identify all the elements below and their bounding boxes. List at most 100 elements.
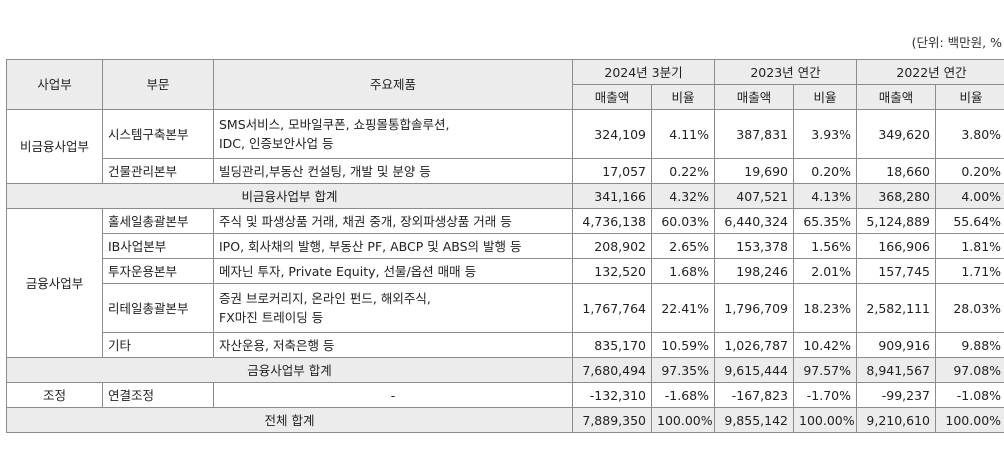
sales-2022: 349,620 [856,109,937,159]
department-cell: 기타 [102,332,214,358]
subtotal-label: 금융사업부 합계 [6,357,573,383]
department-cell: IB사업본부 [102,233,214,259]
ratio-2023: 4.13% [792,183,858,209]
products-cell: - [213,382,573,408]
header-sales-2023: 매출액 [714,84,794,110]
products-line: SMS서비스, 모바일쿠폰, 쇼핑몰통합솔루션, [219,117,450,132]
ratio-2023: 10.42% [792,332,858,358]
sales-2024: 132,520 [572,258,652,284]
total-label: 전체 합계 [6,407,573,433]
products-cell: IPO, 회사채의 발행, 부동산 PF, ABCP 및 ABS의 발행 등 [213,233,573,259]
header-products: 주요제품 [213,59,573,110]
division-nonfinancial: 비금융사업부 [6,109,103,184]
ratio-2022: 1.71% [935,258,1004,284]
sales-2022: 18,660 [856,158,937,184]
sales-2022: 909,916 [856,332,937,358]
sales-2024: 17,057 [572,158,652,184]
header-ratio-2023: 비율 [792,84,858,110]
ratio-2022: 55.64% [935,208,1004,234]
ratio-2023: 18.23% [792,283,858,333]
sales-2023: 6,440,324 [714,208,794,234]
department-cell: 시스템구축본부 [102,109,214,159]
ratio-2023: 97.57% [792,357,858,383]
ratio-2024: 10.59% [651,332,715,358]
header-sales-2022: 매출액 [856,84,937,110]
header-period-2022: 2022년 연간 [856,59,1004,85]
total-row: 전체 합계 7,889,350 100.00% 9,855,142 100.00… [6,407,1004,433]
header-sales-2024: 매출액 [572,84,652,110]
sales-2024: 4,736,138 [572,208,652,234]
sales-2023: 153,378 [714,233,794,259]
sales-2024: 341,166 [572,183,652,209]
header-period-2024: 2024년 3분기 [572,59,715,85]
header-row-2: 매출액 비율 매출액 비율 매출액 비율 [7,84,1004,110]
sales-2024: 208,902 [572,233,652,259]
ratio-2022: -1.08% [935,382,1004,408]
ratio-2024: 100.00% [651,407,715,433]
ratio-2023: 1.56% [792,233,858,259]
unit-note: (단위: 백만원, % [911,35,1002,50]
ratio-2023: -1.70% [792,382,858,408]
products-cell: 자산운용, 저축은행 등 [213,332,573,358]
sales-2024: 7,680,494 [572,357,652,383]
subtotal-row: 금융사업부 합계 7,680,494 97.35% 9,615,444 97.5… [6,357,1004,383]
department-cell: 연결조정 [102,382,214,408]
sales-2022: 9,210,610 [856,407,937,433]
subtotal-row: 비금융사업부 합계 341,166 4.32% 407,521 4.13% 36… [6,183,1004,209]
sales-2023: 198,246 [714,258,794,284]
sales-2022: 368,280 [856,183,937,209]
products-cell: SMS서비스, 모바일쿠폰, 쇼핑몰통합솔루션, IDC, 인증보안사업 등 [213,109,573,159]
sales-2022: 157,745 [856,258,937,284]
sales-2022: -99,237 [856,382,937,408]
header-ratio-2022: 비율 [935,84,1004,110]
header-division: 사업부 [6,59,103,110]
sales-2023: -167,823 [714,382,794,408]
ratio-2022: 4.00% [935,183,1004,209]
header-row-1: 사업부 부문 주요제품 2024년 3분기 2023년 연간 2022년 연간 [6,59,1004,110]
ratio-2023: 65.35% [792,208,858,234]
sales-2024: 324,109 [572,109,652,159]
ratio-2022: 1.81% [935,233,1004,259]
table-row: 기타 자산운용, 저축은행 등 835,170 10.59% 1,026,787… [7,332,1004,358]
ratio-2023: 3.93% [792,109,858,159]
products-line: IDC, 인증보안사업 등 [219,136,334,151]
sales-2024: 7,889,350 [572,407,652,433]
table-row: 금융사업부 홀세일총괄본부 주식 및 파생상품 거래, 채권 중개, 장외파생상… [6,208,1004,358]
sales-2023: 9,855,142 [714,407,794,433]
ratio-2024: 60.03% [651,208,715,234]
header-period-2023: 2023년 연간 [713,59,858,85]
sales-2024: 1,767,764 [572,283,652,333]
department-cell: 투자운용본부 [102,258,214,284]
header-ratio-2024: 비율 [651,84,715,110]
table-row: IB사업본부 IPO, 회사채의 발행, 부동산 PF, ABCP 및 ABS의… [7,233,1004,259]
ratio-2022: 0.20% [935,158,1004,184]
ratio-2022: 100.00% [935,407,1004,433]
sales-2023: 1,026,787 [714,332,794,358]
products-cell: 빌딩관리,부동산 컨설팅, 개발 및 분양 등 [213,158,573,184]
ratio-2024: 97.35% [651,357,715,383]
table-row: 투자운용본부 메자닌 투자, Private Equity, 선물/옵션 매매 … [7,258,1004,284]
products-line: 증권 브로커리지, 온라인 펀드, 해외주식, [219,291,431,306]
ratio-2022: 28.03% [935,283,1004,333]
products-cell: 주식 및 파생상품 거래, 채권 중개, 장외파생상품 거래 등 [213,208,573,234]
ratio-2022: 97.08% [935,357,1004,383]
revenue-table: 사업부 부문 주요제품 2024년 3분기 2023년 연간 2022년 연간 … [6,59,1004,433]
ratio-2024: 22.41% [651,283,715,333]
sales-2024: -132,310 [572,382,652,408]
sales-2023: 1,796,709 [714,283,794,333]
products-line: FX마진 트레이딩 등 [219,310,324,325]
sales-2023: 9,615,444 [714,357,794,383]
sales-2023: 19,690 [714,158,794,184]
ratio-2024: 4.32% [651,183,715,209]
ratio-2024: 4.11% [651,109,715,159]
department-cell: 건물관리본부 [102,158,214,184]
sales-2022: 8,941,567 [856,357,937,383]
products-cell: 메자닌 투자, Private Equity, 선물/옵션 매매 등 [213,258,573,284]
ratio-2024: 1.68% [651,258,715,284]
sales-2022: 166,906 [856,233,937,259]
sales-2023: 387,831 [714,109,794,159]
table-row: 건물관리본부 빌딩관리,부동산 컨설팅, 개발 및 분양 등 17,057 0.… [7,158,1004,184]
ratio-2022: 3.80% [935,109,1004,159]
ratio-2023: 100.00% [792,407,858,433]
sales-2022: 5,124,889 [856,208,937,234]
